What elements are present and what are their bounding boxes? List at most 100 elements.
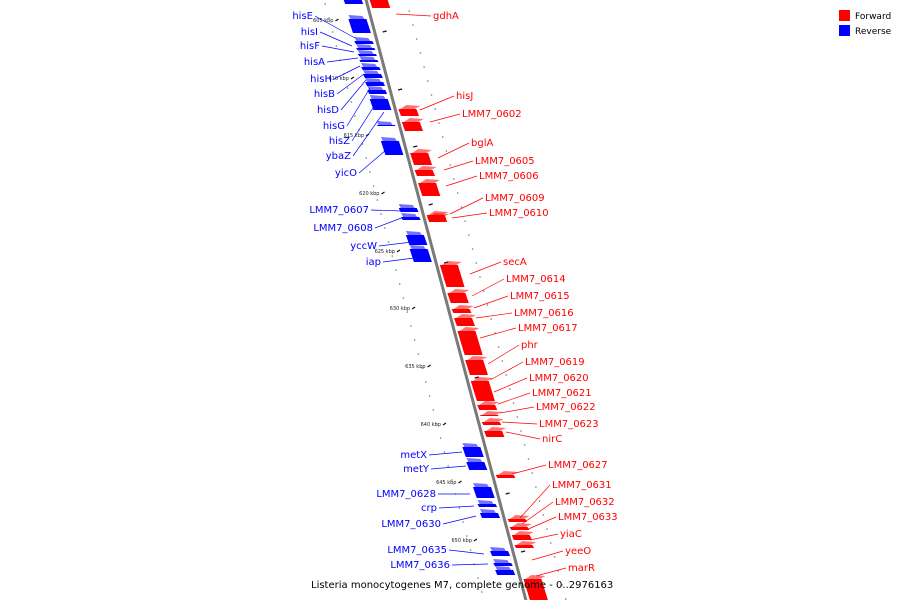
gene-body — [484, 431, 505, 437]
gene-label-reverse: hisB — [314, 89, 335, 100]
gene-top — [359, 56, 376, 60]
gene-body — [410, 153, 433, 165]
gene-label-reverse: hisH — [310, 74, 332, 85]
leader-line — [469, 261, 502, 275]
gene-top — [398, 204, 415, 208]
leader-line — [395, 13, 432, 17]
guide-dot — [509, 388, 511, 390]
reverse-gene — [493, 559, 513, 566]
reverse-gene — [359, 56, 379, 62]
guide-dot — [445, 150, 448, 152]
forward-gene — [451, 305, 474, 313]
guide-dot — [406, 311, 408, 313]
tick-mark — [381, 191, 385, 195]
forward-gene — [414, 166, 437, 176]
gene-label-forward: yeeO — [565, 546, 591, 557]
gene-top — [403, 118, 424, 122]
gene-label-forward: LMM7_0623 — [539, 419, 599, 430]
leader-line — [378, 241, 413, 247]
leader-line — [505, 431, 541, 440]
gene-label-forward: secA — [503, 257, 527, 268]
gene-label-forward: LMM7_0621 — [532, 388, 592, 399]
forward-gene — [477, 401, 500, 410]
gene-body — [343, 0, 364, 4]
gene-body — [481, 422, 502, 425]
guide-dot — [395, 269, 397, 271]
guide-dot — [417, 353, 420, 355]
reverse-gene — [348, 15, 371, 33]
gene-label-forward: marR — [568, 563, 595, 574]
gene-body — [465, 360, 488, 375]
gene-body — [472, 487, 495, 498]
forward-gene — [481, 418, 504, 425]
reverse-gene — [409, 245, 432, 262]
gene-body — [509, 527, 530, 530]
guide-dot — [464, 220, 466, 222]
guide-dot — [561, 584, 563, 586]
gene-top — [400, 105, 421, 109]
gene-body — [405, 235, 428, 245]
leader-line — [511, 464, 547, 475]
tick-label: 615 kbp — [344, 133, 364, 139]
tick-mark — [442, 422, 447, 426]
gene-top — [412, 149, 433, 153]
guide-dot — [447, 465, 449, 467]
reverse-gene — [466, 458, 488, 470]
gene-top — [483, 418, 504, 422]
reverse-gene — [405, 231, 428, 245]
guide-dot — [384, 227, 386, 229]
tick-mark — [397, 88, 403, 91]
guide-dot — [365, 157, 367, 159]
guide-dot — [369, 171, 371, 173]
gene-label-reverse: crp — [421, 503, 437, 514]
reverse-gene — [398, 204, 419, 212]
gene-top — [477, 500, 494, 504]
gene-label-reverse: hisE — [292, 11, 313, 22]
guide-dot — [427, 80, 429, 82]
gene-top — [429, 213, 450, 217]
guide-dot — [408, 10, 410, 12]
reverse-gene — [361, 63, 381, 70]
guide-dot — [380, 213, 382, 215]
reverse-gene — [495, 566, 516, 575]
leader-line — [430, 465, 467, 470]
gene-label-reverse: LMM7_0635 — [387, 545, 447, 556]
tick-label: 625 kbp — [375, 249, 395, 255]
gene-top — [356, 44, 373, 48]
guide-dot — [413, 339, 416, 341]
leader-line — [442, 515, 477, 525]
guide-dot — [527, 458, 530, 460]
gene-label-reverse: LMM7_0630 — [381, 519, 441, 530]
guide-dot — [462, 521, 464, 523]
forward-gene — [514, 541, 537, 548]
forward-gene — [401, 118, 424, 131]
gene-label-forward: LMM7_0617 — [518, 323, 578, 334]
forward-gene — [507, 515, 530, 522]
gene-top — [467, 356, 488, 360]
tick-label: 635 kbp — [405, 364, 425, 370]
legend-reverse-swatch — [839, 25, 850, 36]
guide-dot — [520, 430, 522, 432]
guide-dot — [436, 423, 438, 425]
genome-title: Listeria monocytogenes M7, complete geno… — [311, 580, 613, 591]
tick-mark — [382, 30, 387, 33]
leader-line — [340, 79, 367, 111]
guide-dot — [439, 437, 442, 439]
gene-body — [439, 265, 465, 287]
guide-dot — [335, 45, 338, 47]
gene-body — [363, 74, 383, 78]
leader-line — [499, 406, 535, 414]
gene-label-forward: LMM7_0610 — [489, 208, 549, 219]
gene-label-forward: LMM7_0605 — [475, 156, 535, 167]
gene-top — [380, 137, 397, 141]
leader-line — [352, 111, 385, 157]
tick-label: 640 kbp — [421, 422, 441, 428]
gene-label-reverse: hisG — [323, 121, 345, 132]
gene-label-reverse: LMM7_0628 — [376, 489, 436, 500]
guide-dot — [453, 178, 455, 180]
gene-label-forward: phr — [521, 340, 539, 351]
leader-line — [319, 31, 353, 47]
leader-line — [321, 45, 355, 53]
gene-label-reverse: metY — [403, 464, 430, 475]
forward-gene — [447, 289, 470, 303]
